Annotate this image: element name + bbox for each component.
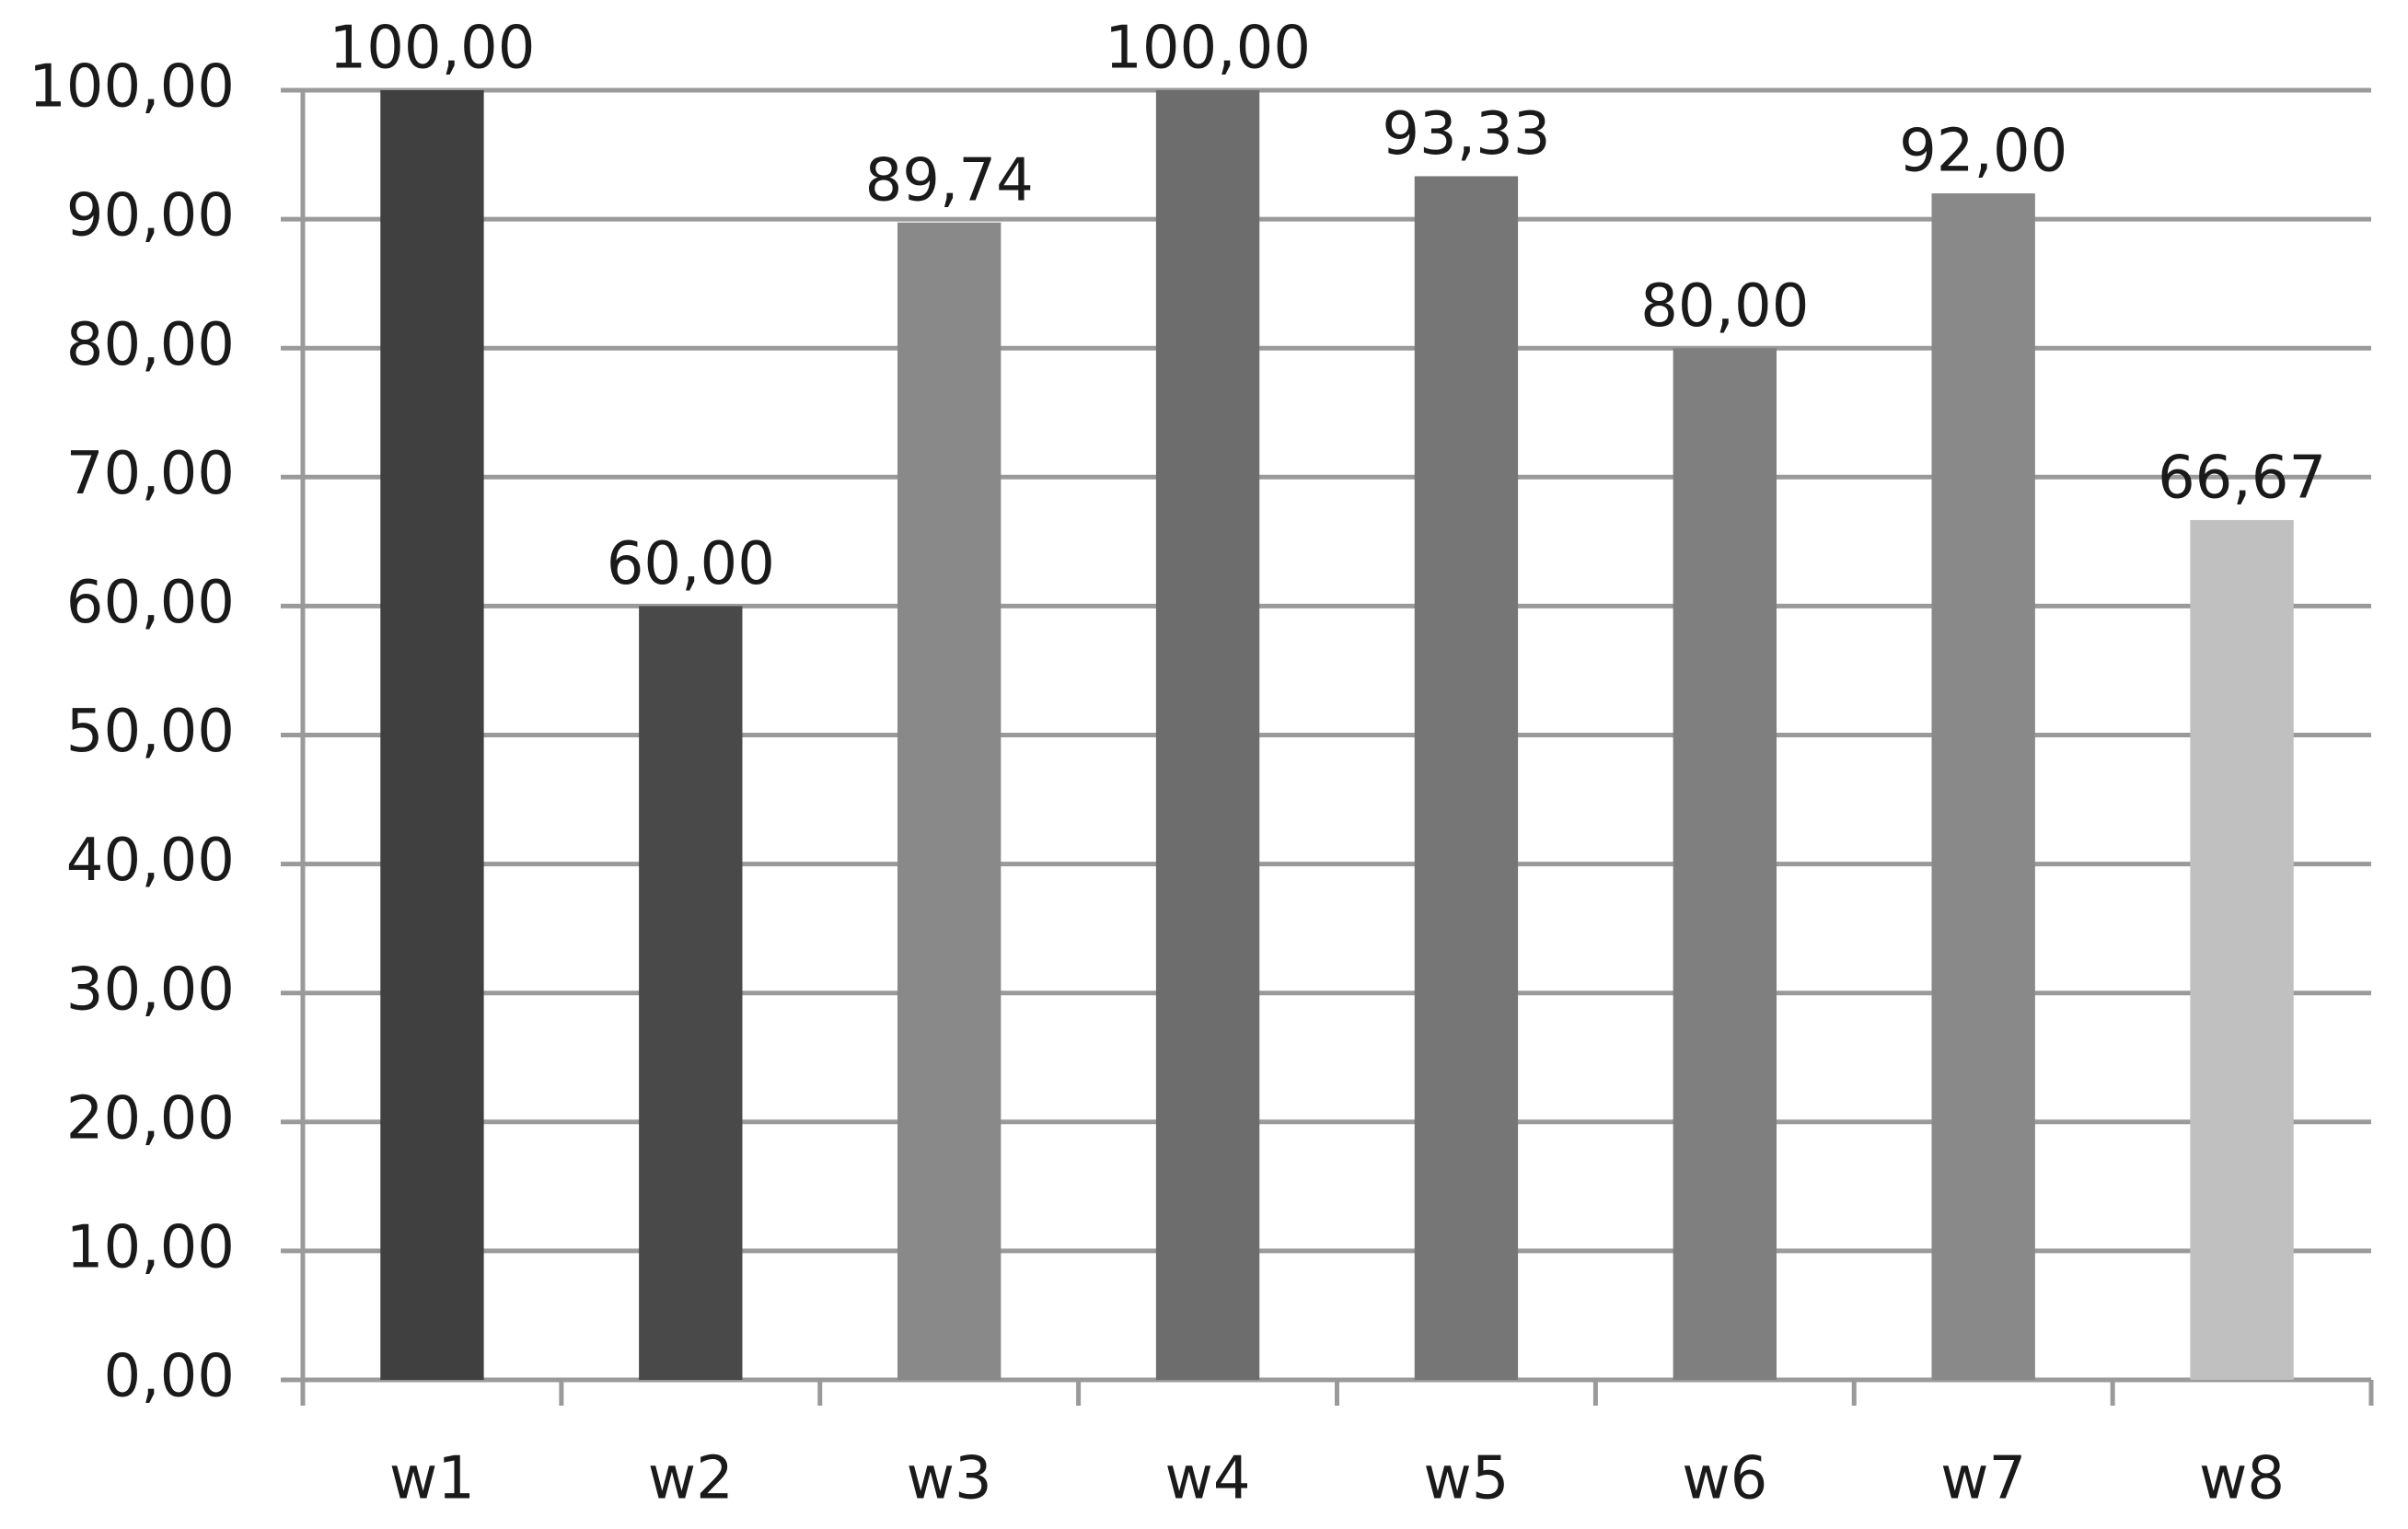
value-label: 92,00 [1899,118,2067,186]
y-tick-label: 80,00 [66,311,235,379]
value-label: 93,33 [1382,100,1550,168]
y-tick-label: 90,00 [66,182,235,250]
value-label: 89,74 [865,146,1034,214]
x-tick-label: w2 [648,1445,734,1513]
x-tick-label: w6 [1682,1445,1767,1513]
x-tick-label: w4 [1165,1445,1251,1513]
y-tick-label: 70,00 [66,440,235,508]
value-label: 100,00 [329,15,535,83]
bar [2190,519,2294,1380]
y-tick-label: 10,00 [66,1213,235,1281]
x-tick-label: w7 [1940,1445,2026,1513]
value-label: 60,00 [607,530,775,598]
value-label: 66,67 [2158,445,2326,513]
y-tick-label: 0,00 [104,1343,236,1411]
x-tick-label: w1 [389,1445,475,1513]
y-tick-label: 30,00 [66,956,235,1024]
bar [380,90,484,1380]
y-tick-label: 50,00 [66,698,235,766]
bar [1414,176,1519,1381]
x-tick-label: w3 [907,1445,992,1513]
value-label: 100,00 [1105,15,1311,83]
y-tick-label: 20,00 [66,1084,235,1153]
value-label: 80,00 [1640,272,1809,341]
y-tick-label: 100,00 [29,53,235,122]
bar [1931,193,2035,1381]
bar [639,606,743,1380]
x-tick-label: w8 [2199,1445,2285,1513]
bar [897,222,1001,1381]
y-tick-label: 60,00 [66,569,235,637]
bar [1155,90,1260,1380]
y-tick-label: 40,00 [66,827,235,895]
x-tick-label: w5 [1423,1445,1509,1513]
bar [1673,348,1777,1381]
